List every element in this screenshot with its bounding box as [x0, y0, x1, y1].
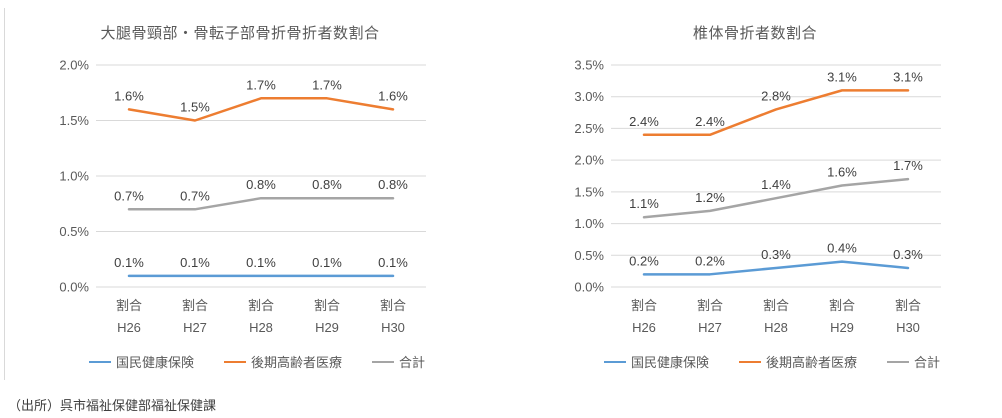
y-tick-label: 3.0%: [574, 89, 604, 104]
x-tick-label-top: 割合: [895, 298, 921, 313]
legend-line-swatch: [372, 360, 395, 363]
x-tick-label-year: H30: [381, 320, 405, 335]
x-tick-label-top: 割合: [314, 298, 340, 313]
x-tick-label-year: H27: [183, 320, 207, 335]
data-label: 3.1%: [827, 69, 857, 84]
data-label: 2.8%: [761, 88, 791, 103]
x-tick-label-top: 割合: [116, 298, 142, 313]
x-tick-label-top: 割合: [631, 298, 657, 313]
chart-vertebral-fracture-panel: 0.0% 0.5% 1.0% 1.5% 2.0% 2.5% 3.0% 3.5% 割合 H26 割合 H…: [520, 10, 990, 384]
data-label: 1.6%: [378, 88, 408, 103]
data-label: 2.4%: [629, 114, 659, 129]
legend-label: 後期高齢者医療: [766, 355, 858, 370]
data-label: 1.6%: [827, 165, 857, 180]
x-tick-label-year: H30: [896, 320, 920, 335]
x-tick-label-year: H28: [249, 320, 273, 335]
y-tick-label: 1.0%: [59, 169, 89, 184]
chart-femur-fracture-panel: 0.0% 0.5% 1.0% 1.5% 2.0% 割合 H26 割合 H27 割合 H28 割合 H29…: [5, 10, 475, 384]
data-label: 0.1%: [378, 255, 408, 270]
y-tick-label: 0.5%: [59, 224, 89, 239]
legend-label: 後期高齢者医療: [251, 355, 343, 370]
data-label: 1.4%: [761, 177, 791, 192]
legend-item: 国民健康保険: [604, 352, 709, 371]
legend-label: 国民健康保険: [631, 355, 710, 370]
x-tick-label-top: 割合: [763, 298, 789, 313]
data-label: 0.1%: [180, 255, 210, 270]
legend-label: 合計: [914, 355, 941, 370]
x-tick-label-year: H26: [117, 320, 141, 335]
x-tick-label-top: 割合: [248, 298, 274, 313]
legend-line-swatch: [604, 360, 626, 363]
data-label: 0.7%: [180, 188, 210, 203]
legend-label: 合計: [399, 355, 426, 370]
x-tick-label-top: 割合: [380, 298, 406, 313]
y-tick-label: 2.0%: [59, 58, 89, 73]
data-label: 0.2%: [629, 253, 659, 268]
y-tick-label: 0.0%: [574, 280, 604, 295]
legend-item: 国民健康保険: [89, 352, 194, 371]
data-label: 0.8%: [246, 177, 276, 192]
legend-line-swatch: [89, 360, 111, 363]
series-line-1: [642, 89, 910, 137]
data-label: 1.7%: [312, 77, 342, 92]
legend-line-swatch: [224, 360, 247, 363]
y-tick-label: 2.5%: [574, 121, 604, 136]
y-tick-label: 1.5%: [574, 184, 604, 199]
femur-fracture-line-chart: 0.0% 0.5% 1.0% 1.5% 2.0% 割合 H26 割合 H27 割合 H28 割合 H29…: [59, 58, 426, 335]
data-label: 0.1%: [246, 255, 276, 270]
y-tick-label: 1.0%: [574, 216, 604, 231]
data-label: 2.4%: [695, 114, 725, 129]
y-tick-label: 0.0%: [59, 280, 89, 295]
data-label: 1.5%: [180, 100, 210, 115]
x-tick-label-top: 割合: [829, 298, 855, 313]
legend-item: 後期高齢者医療: [224, 352, 342, 371]
data-label: 0.3%: [893, 247, 923, 262]
legend-item: 合計: [887, 352, 940, 371]
legend-line-swatch: [887, 360, 910, 363]
data-label: 0.7%: [114, 188, 144, 203]
data-label: 1.1%: [629, 196, 659, 211]
chart-title: 椎体骨折者数割合: [692, 25, 817, 42]
series-line-2: [127, 196, 395, 211]
data-label: 1.7%: [893, 158, 923, 173]
data-label: 0.8%: [378, 177, 408, 192]
x-tick-label-year: H29: [315, 320, 339, 335]
data-label: 1.2%: [695, 190, 725, 205]
chart-panel-left-border: [4, 8, 5, 380]
series-line-1: [127, 97, 395, 122]
legend-item: 後期高齢者医療: [739, 352, 857, 371]
series-line-0: [642, 260, 910, 276]
data-label: 3.1%: [893, 69, 923, 84]
data-label: 0.3%: [761, 247, 791, 262]
legend-line-swatch: [739, 360, 762, 363]
chart-title: 大腿骨頸部・骨転子部骨折骨折者数割合: [100, 25, 380, 42]
x-tick-label-year: H29: [830, 320, 854, 335]
y-tick-label: 3.5%: [574, 58, 604, 73]
chart-legend: 国民健康保険 後期高齢者医療 合計: [89, 352, 425, 371]
y-tick-label: 1.5%: [59, 113, 89, 128]
series-line-2: [642, 177, 910, 219]
x-tick-label-year: H27: [698, 320, 722, 335]
x-tick-label-year: H26: [632, 320, 656, 335]
y-tick-label: 2.0%: [574, 153, 604, 168]
vertebral-fracture-line-chart: 0.0% 0.5% 1.0% 1.5% 2.0% 2.5% 3.0% 3.5% 割合 H26 割合 H…: [574, 58, 941, 335]
data-label: 0.2%: [695, 253, 725, 268]
x-tick-label-top: 割合: [182, 298, 208, 313]
x-tick-label-year: H28: [764, 320, 788, 335]
chart-legend: 国民健康保険 後期高齢者医療 合計: [604, 352, 940, 371]
data-label: 0.4%: [827, 241, 857, 256]
x-tick-label-top: 割合: [697, 298, 723, 313]
data-label: 0.1%: [312, 255, 342, 270]
data-label: 0.1%: [114, 255, 144, 270]
legend-label: 国民健康保険: [116, 355, 195, 370]
data-label: 1.7%: [246, 77, 276, 92]
data-label: 0.8%: [312, 177, 342, 192]
data-label: 1.6%: [114, 88, 144, 103]
y-tick-label: 0.5%: [574, 248, 604, 263]
legend-item: 合計: [372, 352, 425, 371]
source-note: （出所）呉市福祉保健部福祉保健課: [8, 398, 217, 413]
